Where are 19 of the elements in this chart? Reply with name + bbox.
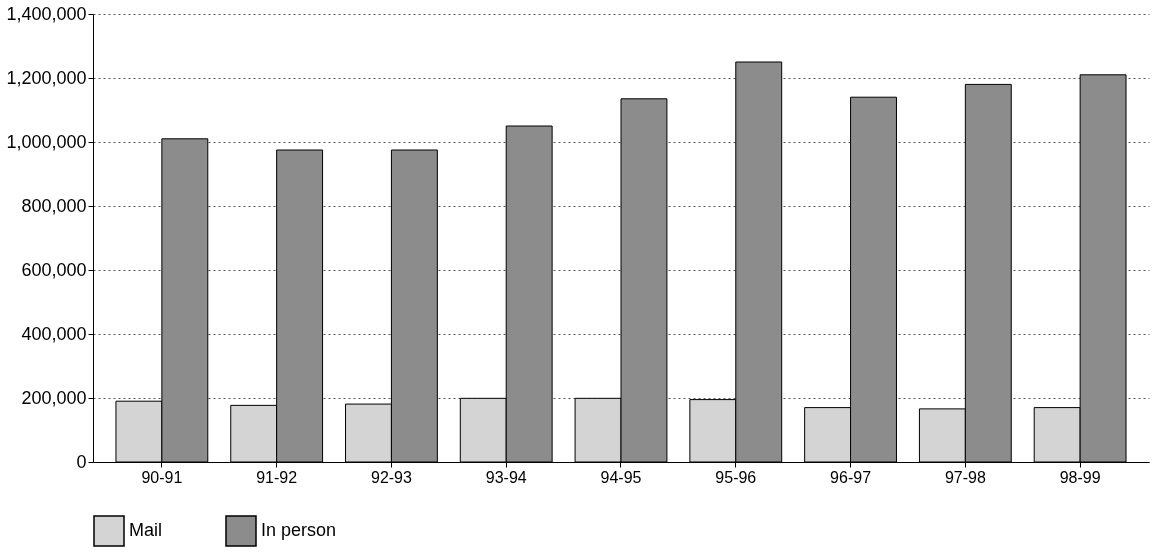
x-tick-label: 95-96 xyxy=(715,468,757,486)
y-tick-label: 800,000 xyxy=(21,195,87,216)
legend-label: Mail xyxy=(129,520,163,540)
x-tick-label: 97-98 xyxy=(944,468,986,486)
x-tick-label: 91-92 xyxy=(256,468,298,486)
y-tick-label: 400,000 xyxy=(21,323,87,344)
x-tick-label: 98-99 xyxy=(1059,468,1101,486)
x-tick-label: 90-91 xyxy=(141,468,183,486)
x-tick-label: 92-93 xyxy=(370,468,412,486)
y-tick-label: 1,000,000 xyxy=(6,131,87,152)
y-tick-label: 1,200,000 xyxy=(6,67,87,88)
y-tick-label: 0 xyxy=(76,451,87,472)
y-tick-label: 1,400,000 xyxy=(6,3,87,24)
x-tick-label: 96-97 xyxy=(830,468,872,486)
x-tick-label: 93-94 xyxy=(485,468,527,486)
legend-label: In person xyxy=(261,520,337,540)
y-tick-label: 200,000 xyxy=(21,387,87,408)
x-tick-label: 94-95 xyxy=(600,468,642,486)
y-tick-label: 600,000 xyxy=(21,259,87,280)
